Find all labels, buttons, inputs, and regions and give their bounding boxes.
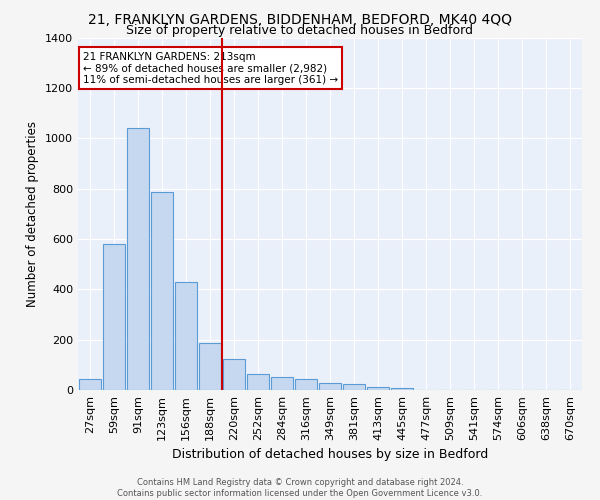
Text: Size of property relative to detached houses in Bedford: Size of property relative to detached ho… [127, 24, 473, 37]
Text: Contains HM Land Registry data © Crown copyright and database right 2024.
Contai: Contains HM Land Registry data © Crown c… [118, 478, 482, 498]
Bar [79, 378, 101, 390]
Bar [199, 344, 221, 390]
Bar [247, 374, 269, 390]
Text: 21 FRANKLYN GARDENS: 213sqm
← 89% of detached houses are smaller (2,982)
11% of : 21 FRANKLYN GARDENS: 213sqm ← 89% of det… [83, 52, 338, 85]
Bar [175, 282, 197, 390]
Bar [391, 388, 413, 390]
Bar [271, 378, 293, 390]
Bar [127, 128, 149, 390]
Bar [295, 378, 317, 390]
Bar [151, 192, 173, 390]
Y-axis label: Number of detached properties: Number of detached properties [26, 120, 40, 306]
Bar [319, 383, 341, 390]
Bar [223, 358, 245, 390]
Bar [343, 384, 365, 390]
Text: 21, FRANKLYN GARDENS, BIDDENHAM, BEDFORD, MK40 4QQ: 21, FRANKLYN GARDENS, BIDDENHAM, BEDFORD… [88, 12, 512, 26]
Bar [103, 244, 125, 390]
Bar [367, 386, 389, 390]
X-axis label: Distribution of detached houses by size in Bedford: Distribution of detached houses by size … [172, 448, 488, 462]
